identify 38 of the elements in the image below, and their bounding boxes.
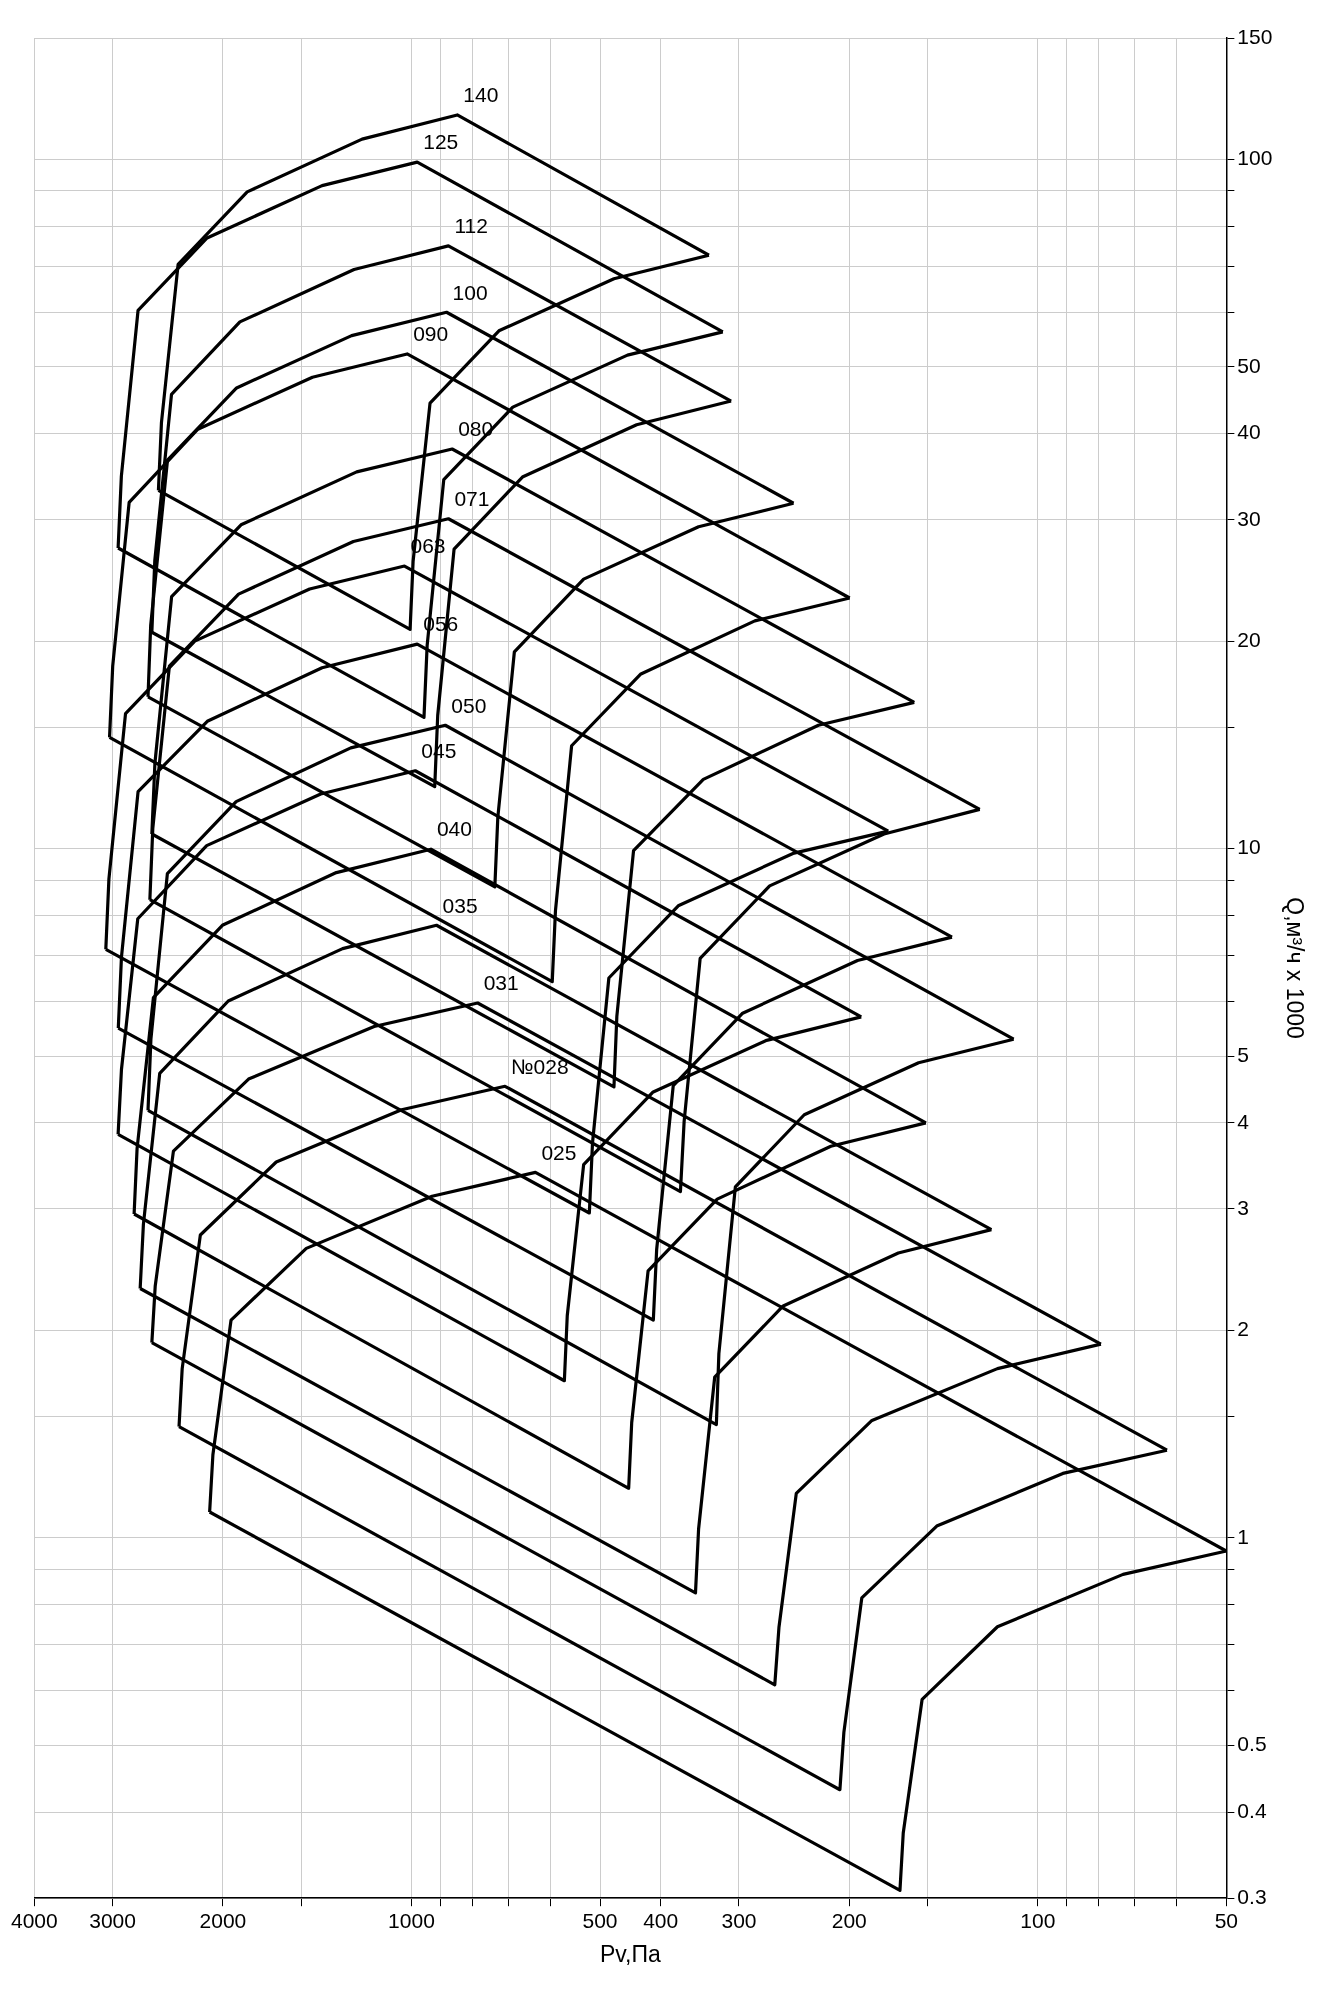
- series-label: 040: [436, 817, 472, 841]
- y-tick-label: 20: [1237, 627, 1261, 651]
- series-label: 125: [423, 130, 459, 154]
- y-tick-label: 4: [1237, 1109, 1250, 1133]
- y-tick-label: 10: [1237, 835, 1261, 859]
- y-tick-label: 40: [1237, 420, 1261, 444]
- series-label: 050: [451, 693, 487, 717]
- series-label: 071: [454, 487, 490, 511]
- y-tick-label: 100: [1237, 146, 1273, 170]
- y-tick-label: 30: [1237, 506, 1261, 530]
- y-tick-label: 0.5: [1237, 1732, 1267, 1756]
- x-tick-label: 500: [582, 1908, 618, 1932]
- y-tick-label: 2: [1237, 1317, 1250, 1341]
- series-label: 140: [463, 83, 499, 107]
- y-tick-label: 50: [1237, 353, 1261, 377]
- y-tick-label: 0.3: [1237, 1885, 1267, 1908]
- series-label: 035: [442, 893, 478, 917]
- series-label: №028: [511, 1054, 569, 1078]
- series-label: 100: [452, 280, 488, 304]
- y-tick-label: 5: [1237, 1042, 1250, 1066]
- x-tick-label: 300: [721, 1908, 757, 1932]
- x-tick-label: 200: [831, 1908, 867, 1932]
- y-tick-label: 0.4: [1237, 1798, 1267, 1822]
- x-tick-label: 3000: [89, 1908, 136, 1932]
- series-label: 025: [541, 1140, 577, 1164]
- series-label: 031: [483, 971, 519, 995]
- x-axis-title: Pv,Па: [599, 1940, 661, 1967]
- y-tick-label: 3: [1237, 1195, 1250, 1219]
- y-tick-label: 150: [1237, 24, 1273, 48]
- x-tick-label: 400: [643, 1908, 679, 1932]
- series-label: 112: [454, 214, 488, 238]
- y-axis-title: Q,м³/ч x 1000: [1281, 897, 1308, 1039]
- series-label: 090: [413, 322, 449, 346]
- x-tick-label: 4000: [11, 1908, 58, 1932]
- y-tick-label: 1: [1237, 1524, 1250, 1548]
- x-tick-label: 2000: [199, 1908, 247, 1932]
- x-tick-label: 100: [1020, 1908, 1056, 1932]
- x-tick-label: 1000: [388, 1908, 435, 1932]
